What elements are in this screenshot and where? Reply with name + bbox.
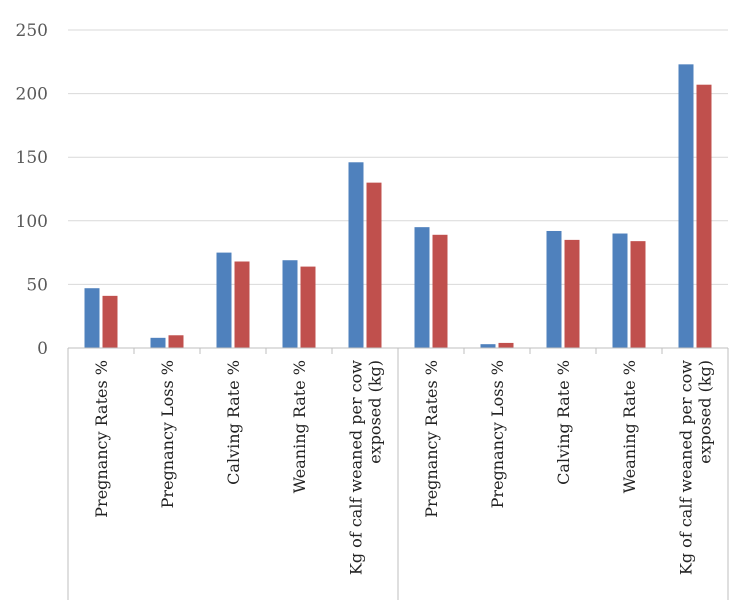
x-category-label-line: Kg of calf weaned per cow	[347, 360, 366, 575]
x-category-label-line: Weaning Rate %	[620, 360, 639, 493]
y-tick-label: 250	[16, 21, 48, 41]
bars	[84, 64, 712, 349]
bar-series2-6	[432, 234, 448, 348]
y-axis-tick-labels: 0 50 100 150 200 250	[16, 21, 48, 359]
x-category-label-line: Weaning Rate %	[290, 360, 309, 493]
bar-series2-10	[696, 84, 712, 349]
bar-series1-5	[348, 162, 364, 348]
bar-series2-2	[168, 335, 184, 348]
bar-series2-9	[630, 241, 646, 348]
bar-series2-7	[498, 342, 514, 348]
x-category-label: Pregnancy Rates %	[92, 360, 111, 518]
y-tick-label: 50	[26, 275, 48, 295]
gridlines	[68, 29, 728, 285]
x-category-label: Pregnancy Loss %	[488, 360, 507, 508]
x-axis-category-labels: Pregnancy Rates % Pregnancy Loss % Calving…	[92, 360, 715, 575]
bar-series2-8	[564, 239, 580, 348]
x-category-label-line: Kg of calf weaned per cow	[677, 360, 696, 575]
bar-series1-4	[282, 260, 298, 348]
x-category-label: Calving Rate %	[554, 360, 573, 485]
x-category-label-line: Pregnancy Rates %	[422, 360, 441, 518]
bar-series1-8	[546, 230, 562, 348]
x-category-label-line: Calving Rate %	[554, 360, 573, 485]
x-category-label-line: Pregnancy Loss %	[488, 360, 507, 508]
y-tick-label: 200	[16, 85, 48, 105]
bar-series1-2	[150, 337, 166, 348]
bar-series1-7	[480, 344, 496, 348]
x-category-label: Weaning Rate %	[290, 360, 309, 493]
bar-series2-1	[102, 295, 118, 348]
y-tick-label: 100	[16, 212, 48, 232]
x-category-label-line: Pregnancy Rates %	[92, 360, 111, 518]
bar-series1-6	[414, 227, 430, 348]
x-category-label-line: exposed (kg)	[366, 360, 385, 464]
x-category-label: Kg of calf weaned per cow exposed (kg)	[677, 360, 715, 575]
x-category-label: Weaning Rate %	[620, 360, 639, 493]
y-tick-label: 0	[37, 339, 48, 359]
x-category-label-line: Pregnancy Loss %	[158, 360, 177, 508]
axes	[67, 347, 729, 600]
bar-series1-9	[612, 233, 628, 348]
bar-series1-3	[216, 252, 232, 348]
bar-series1-1	[84, 288, 100, 348]
x-category-label: Pregnancy Rates %	[422, 360, 441, 518]
bar-series2-5	[366, 182, 382, 348]
bar-series1-10	[678, 64, 694, 349]
x-category-label: Calving Rate %	[224, 360, 243, 485]
x-category-label-line: exposed (kg)	[696, 360, 715, 464]
x-category-label-line: Calving Rate %	[224, 360, 243, 485]
bar-series2-3	[234, 261, 250, 348]
y-tick-label: 150	[16, 148, 48, 168]
x-category-label: Pregnancy Loss %	[158, 360, 177, 508]
bar-series2-4	[300, 266, 316, 348]
x-category-label: Kg of calf weaned per cow exposed (kg)	[347, 360, 385, 575]
